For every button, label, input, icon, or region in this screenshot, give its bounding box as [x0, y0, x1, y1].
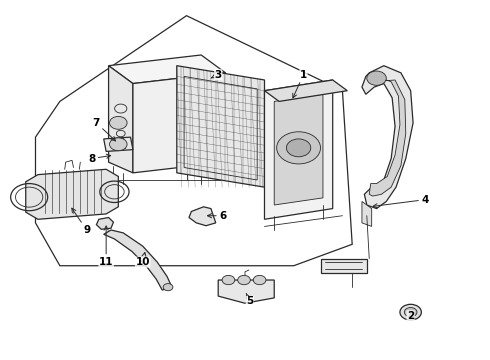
Text: 11: 11 — [99, 226, 113, 267]
Text: 2: 2 — [407, 311, 414, 321]
Text: 1: 1 — [293, 69, 307, 98]
Polygon shape — [133, 73, 225, 173]
Circle shape — [367, 71, 386, 85]
Polygon shape — [320, 258, 367, 273]
Text: 7: 7 — [93, 118, 116, 141]
Text: 10: 10 — [135, 252, 150, 267]
Polygon shape — [265, 80, 333, 219]
Text: 8: 8 — [88, 154, 111, 163]
Polygon shape — [362, 66, 413, 208]
Circle shape — [238, 275, 250, 285]
Polygon shape — [362, 202, 372, 226]
Circle shape — [277, 132, 320, 164]
Circle shape — [253, 275, 266, 285]
Text: 3: 3 — [212, 69, 222, 80]
Polygon shape — [189, 207, 216, 226]
Circle shape — [110, 138, 127, 151]
Polygon shape — [369, 78, 406, 196]
Polygon shape — [97, 217, 114, 229]
Polygon shape — [104, 137, 133, 152]
Circle shape — [400, 304, 421, 320]
Text: 4: 4 — [373, 195, 429, 208]
Circle shape — [163, 284, 173, 291]
Text: 5: 5 — [246, 293, 253, 306]
Circle shape — [222, 275, 235, 285]
Polygon shape — [177, 66, 265, 187]
Polygon shape — [218, 280, 274, 303]
Circle shape — [110, 116, 127, 129]
Circle shape — [287, 139, 311, 157]
Polygon shape — [109, 55, 225, 84]
Circle shape — [404, 307, 417, 317]
Polygon shape — [26, 169, 118, 219]
Text: 9: 9 — [72, 208, 90, 235]
Polygon shape — [104, 230, 172, 290]
Polygon shape — [265, 80, 347, 102]
Polygon shape — [109, 66, 133, 173]
Text: 6: 6 — [207, 211, 227, 221]
Polygon shape — [274, 94, 323, 205]
